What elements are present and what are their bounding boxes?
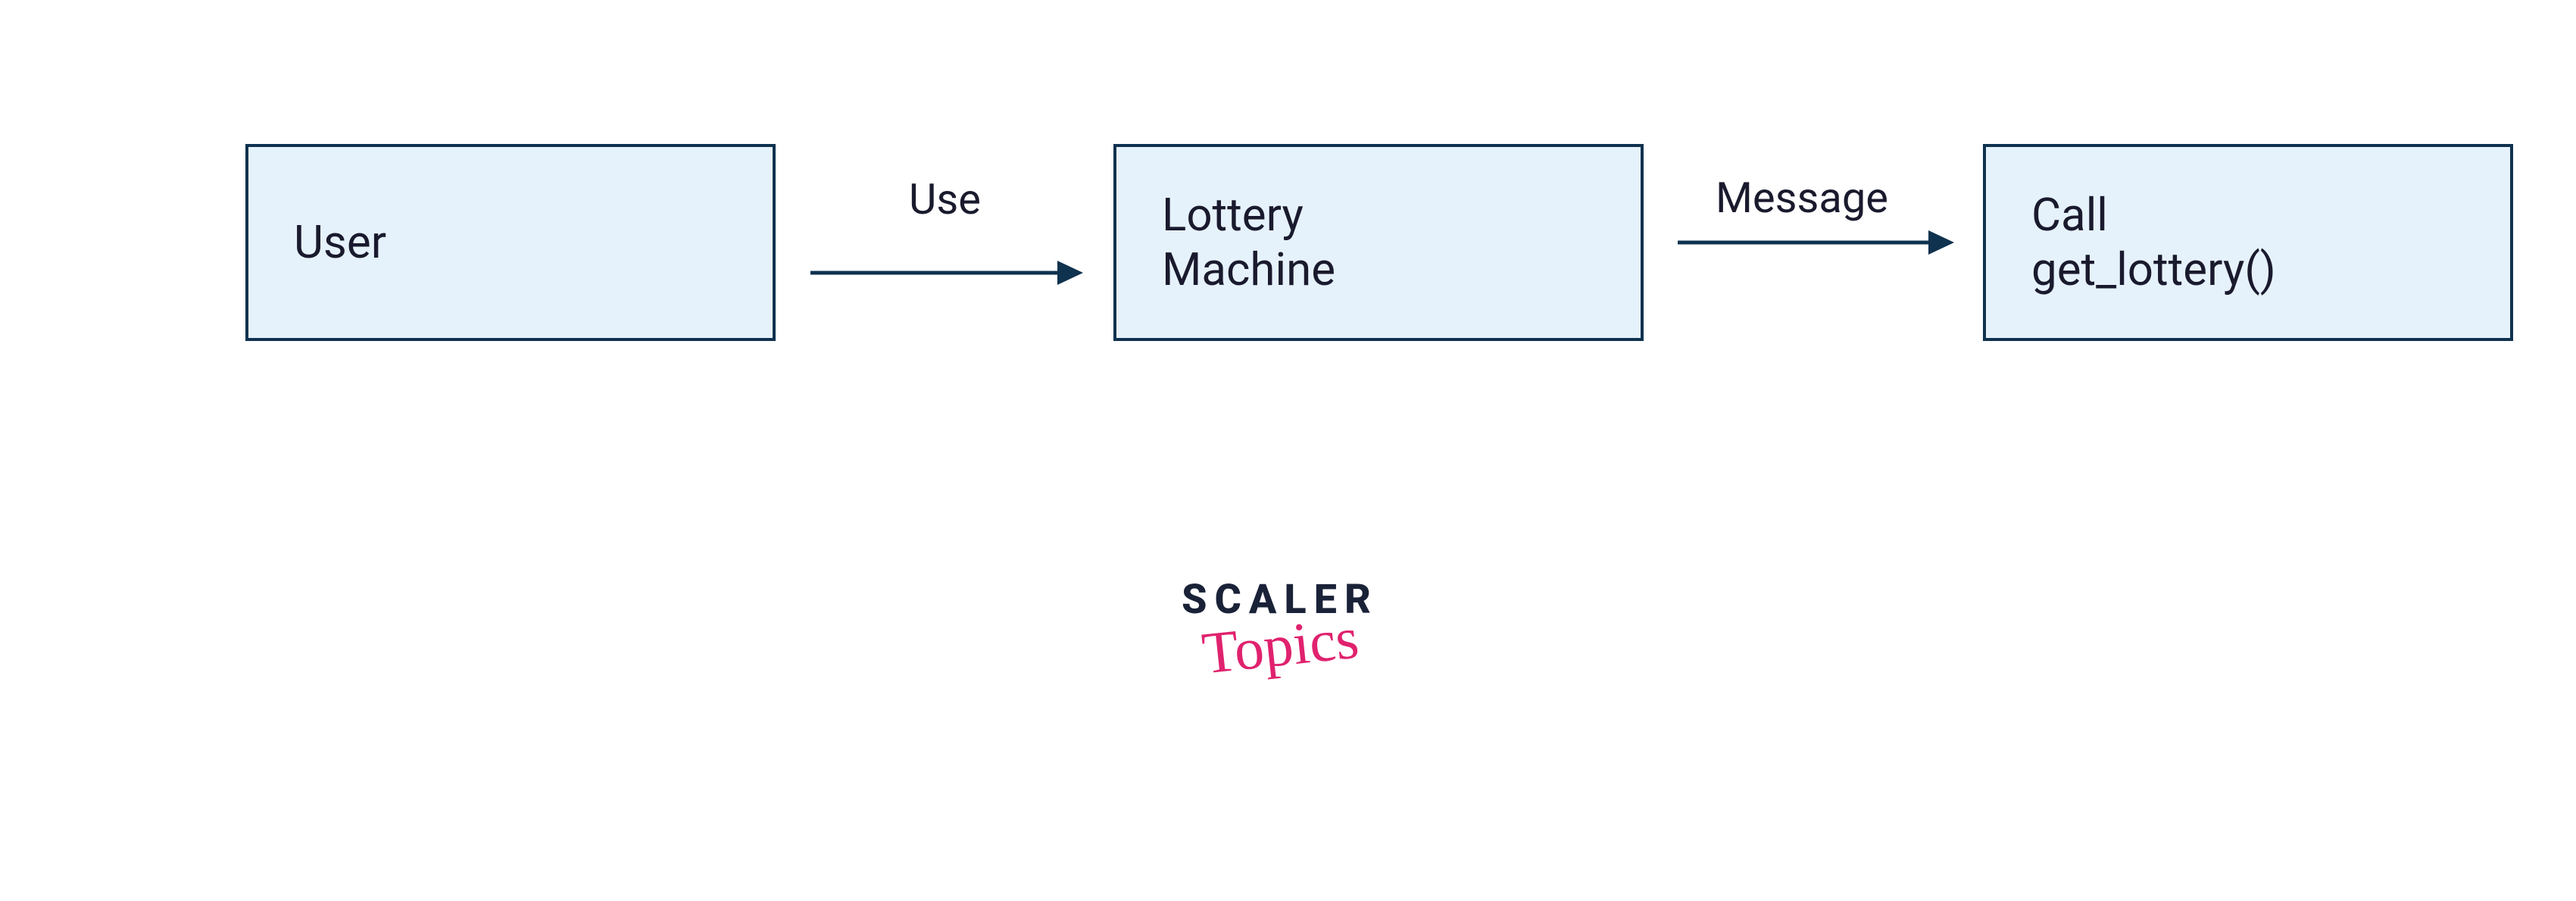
edge-label-0: Use [909, 174, 981, 224]
node-label-user: User [294, 215, 386, 270]
edge-arrow-0 [788, 242, 1106, 303]
node-label-call: Call get_lottery() [2031, 188, 2276, 297]
node-label-machine: Lottery Machine [1162, 188, 1335, 297]
edge-arrow-1 [1655, 212, 1977, 273]
brand-logo-bottom: Topics [1198, 603, 1361, 687]
node-user: User [245, 144, 776, 341]
node-machine: Lottery Machine [1113, 144, 1644, 341]
brand-logo: SCALERTopics [1182, 576, 1379, 680]
diagram-canvas: User Lottery Machine Call get_lottery() Use… [0, 0, 2576, 901]
node-call: Call get_lottery() [1983, 144, 2513, 341]
